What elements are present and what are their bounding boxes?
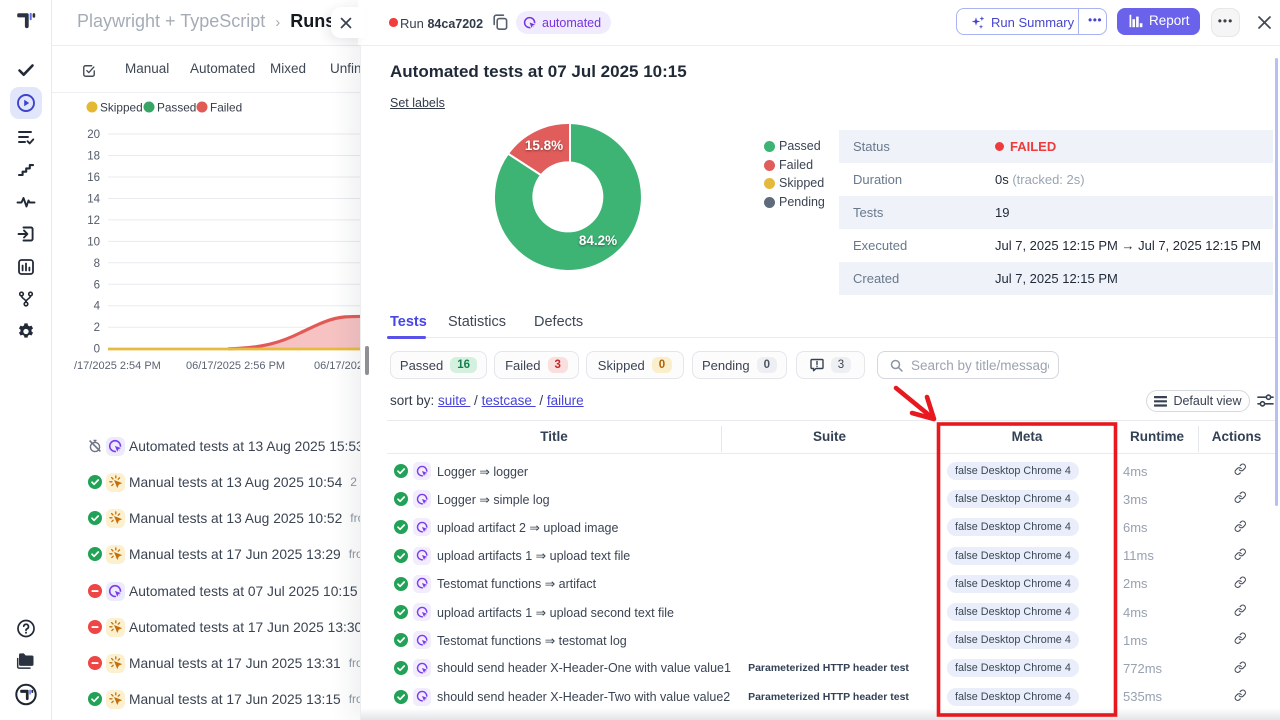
svg-text:Passed: Passed xyxy=(157,101,196,115)
svg-text:0: 0 xyxy=(94,344,100,356)
svg-text:Failed: Failed xyxy=(210,101,242,115)
svg-text:06/17/2025 2:56 PM: 06/17/2025 2:56 PM xyxy=(186,360,285,372)
svg-text:06/17/2025 2:5: 06/17/2025 2:5 xyxy=(314,360,375,372)
svg-text:15.8%: 15.8% xyxy=(525,138,563,153)
svg-text:14: 14 xyxy=(87,194,100,206)
svg-text:12: 12 xyxy=(87,215,100,227)
svg-text:Skipped: Skipped xyxy=(100,101,143,115)
svg-text:6: 6 xyxy=(94,279,100,291)
svg-text:10: 10 xyxy=(87,236,100,248)
svg-text:8: 8 xyxy=(94,258,100,270)
svg-text:2: 2 xyxy=(94,322,100,334)
svg-text:20: 20 xyxy=(87,129,100,141)
svg-text:4: 4 xyxy=(94,301,101,313)
svg-text:84.2%: 84.2% xyxy=(579,233,617,248)
svg-text:/17/2025 2:54 PM: /17/2025 2:54 PM xyxy=(74,360,161,372)
svg-text:18: 18 xyxy=(87,151,100,163)
svg-text:16: 16 xyxy=(87,172,100,184)
